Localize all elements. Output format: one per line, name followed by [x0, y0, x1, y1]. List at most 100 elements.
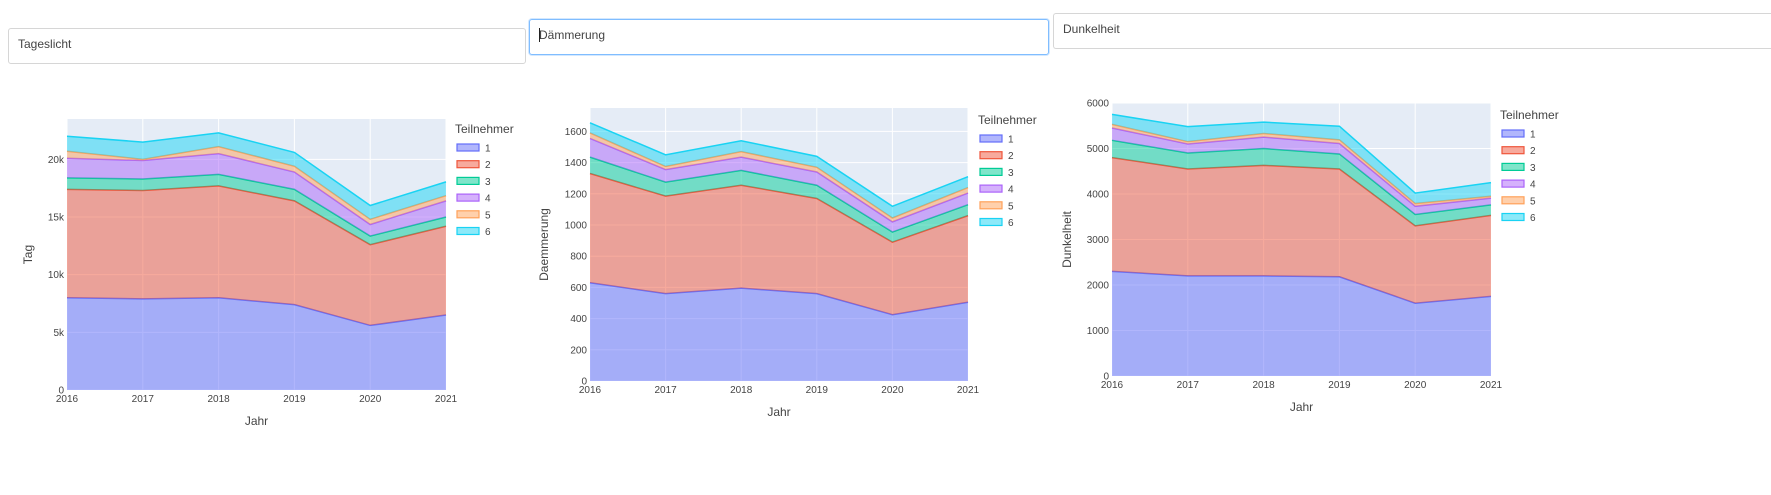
y-axis-title: Tag: [21, 245, 35, 264]
legend-swatch-4: [979, 184, 1003, 193]
area-series-1: [590, 282, 968, 381]
y-tick-label: 6000: [1087, 99, 1110, 110]
x-axis-title: Jahr: [245, 414, 268, 428]
y-tick-label: 0: [1103, 372, 1109, 383]
line-series-5: [66, 145, 447, 221]
x-tick-label: 2017: [654, 385, 677, 396]
y-axis-title: Dunkelheit: [1060, 210, 1074, 267]
x-tick-label: 2016: [56, 394, 79, 405]
y-tick-label: 1600: [565, 127, 588, 138]
legend-swatch-5: [456, 210, 480, 219]
line-series-2: [66, 185, 447, 246]
legend-swatch-6: [1501, 212, 1525, 222]
y-tick-label: 0: [58, 386, 64, 397]
chart-0: 0 5k 10k 15k 20k 2016 2017 2018 2019 2020 2021 Jahr…: [21, 119, 514, 428]
area-series-4: [1112, 128, 1491, 215]
legend-label-3: 3: [1530, 163, 1536, 174]
y-tick-label: 800: [570, 252, 587, 263]
y-axis-title: Daemmerung: [537, 208, 551, 281]
x-tick-label: 2017: [132, 394, 155, 405]
legend-swatch-6: [979, 217, 1003, 227]
legend-swatch-3: [1501, 162, 1525, 171]
legend-label-6: 6: [1008, 218, 1014, 229]
header-daemmerung-text: Dämmerung: [539, 28, 606, 42]
chart-2: 0 1000 2000 3000 4000 5000 6000 2016 2017 2018 201…: [1060, 99, 1559, 415]
area-series-5: [67, 146, 446, 225]
legend-label-3: 3: [485, 177, 491, 188]
area-series-3: [1112, 140, 1491, 226]
x-tick-label: 2020: [881, 385, 904, 396]
y-tick-label: 20k: [48, 155, 65, 166]
y-tick-label: 2000: [1087, 281, 1110, 292]
legend-label-4: 4: [1008, 185, 1014, 196]
x-axis-title: Jahr: [767, 405, 790, 419]
y-tick-label: 1000: [1087, 326, 1110, 337]
y-tick-label: 5000: [1087, 144, 1110, 155]
legend-label-5: 5: [1008, 201, 1014, 212]
x-tick-label: 2018: [730, 385, 753, 396]
y-tick-label: 1400: [565, 158, 588, 169]
area-series-6: [67, 132, 446, 220]
legend-label-1: 1: [485, 144, 491, 155]
legend-swatch-3: [456, 176, 480, 185]
legend-label-2: 2: [1530, 146, 1536, 157]
legend-label-5: 5: [1530, 196, 1536, 207]
legend-title: Teilnehmer: [978, 113, 1037, 127]
legend-label-3: 3: [1008, 168, 1014, 179]
area-series-2: [1112, 157, 1491, 304]
legend-label-4: 4: [485, 194, 491, 205]
y-tick-label: 15k: [48, 213, 65, 224]
line-series-4: [66, 152, 447, 226]
y-tick-label: 5k: [53, 328, 65, 339]
legend-label-2: 2: [485, 160, 491, 171]
legend-swatch-6: [456, 226, 480, 236]
header-tageslicht[interactable]: Tageslicht: [8, 28, 526, 64]
legend-label-1: 1: [1008, 135, 1014, 146]
area-series-6: [1112, 114, 1491, 204]
x-tick-label: 2021: [1480, 380, 1503, 391]
line-series-6: [589, 122, 969, 208]
chart-1: 0 200 400 600 800 1000 1200 1400 1600 2016 2017 201…: [537, 108, 1037, 419]
x-tick-label: 2019: [1328, 380, 1351, 391]
header-daemmerung[interactable]: Dämmerung: [529, 19, 1049, 55]
x-tick-label: 2018: [207, 394, 230, 405]
text-caret: [539, 28, 540, 42]
x-tick-label: 2019: [283, 394, 306, 405]
line-series-6: [66, 132, 447, 207]
legend-label-2: 2: [1008, 151, 1014, 162]
y-tick-label: 1200: [565, 189, 588, 200]
legend-title: Teilnehmer: [455, 122, 514, 136]
legend-swatch-1: [1501, 129, 1525, 138]
y-tick-label: 400: [570, 314, 587, 325]
legend-label-6: 6: [1530, 213, 1536, 224]
legend-swatch-2: [456, 160, 480, 169]
legend-swatch-1: [456, 143, 480, 152]
legend-label-4: 4: [1530, 180, 1536, 191]
legend-swatch-2: [1501, 146, 1525, 155]
y-tick-label: 0: [581, 377, 587, 388]
legend-label-5: 5: [485, 210, 491, 221]
header-dunkelheit[interactable]: Dunkelheit: [1053, 13, 1771, 49]
legend-label-6: 6: [485, 227, 491, 238]
x-tick-label: 2019: [806, 385, 829, 396]
y-tick-label: 600: [570, 283, 587, 294]
x-axis-title: Jahr: [1290, 400, 1313, 414]
legend-swatch-1: [979, 134, 1003, 143]
x-tick-label: 2020: [1404, 380, 1427, 391]
legend-title: Teilnehmer: [1500, 108, 1559, 122]
y-tick-label: 200: [570, 345, 587, 356]
header-dunkelheit-text: Dunkelheit: [1063, 22, 1120, 36]
x-tick-label: 2016: [579, 385, 602, 396]
x-tick-label: 2021: [435, 394, 458, 405]
area-series-3: [67, 174, 446, 245]
line-series-6: [1111, 113, 1492, 194]
y-tick-label: 1000: [565, 221, 588, 232]
x-tick-label: 2016: [1101, 380, 1124, 391]
area-series-2: [590, 173, 968, 315]
legend-swatch-5: [1501, 196, 1525, 205]
legend-swatch-4: [1501, 179, 1525, 188]
legend-swatch-2: [979, 151, 1003, 160]
area-series-1: [1112, 271, 1491, 376]
line-series-3: [66, 173, 447, 237]
